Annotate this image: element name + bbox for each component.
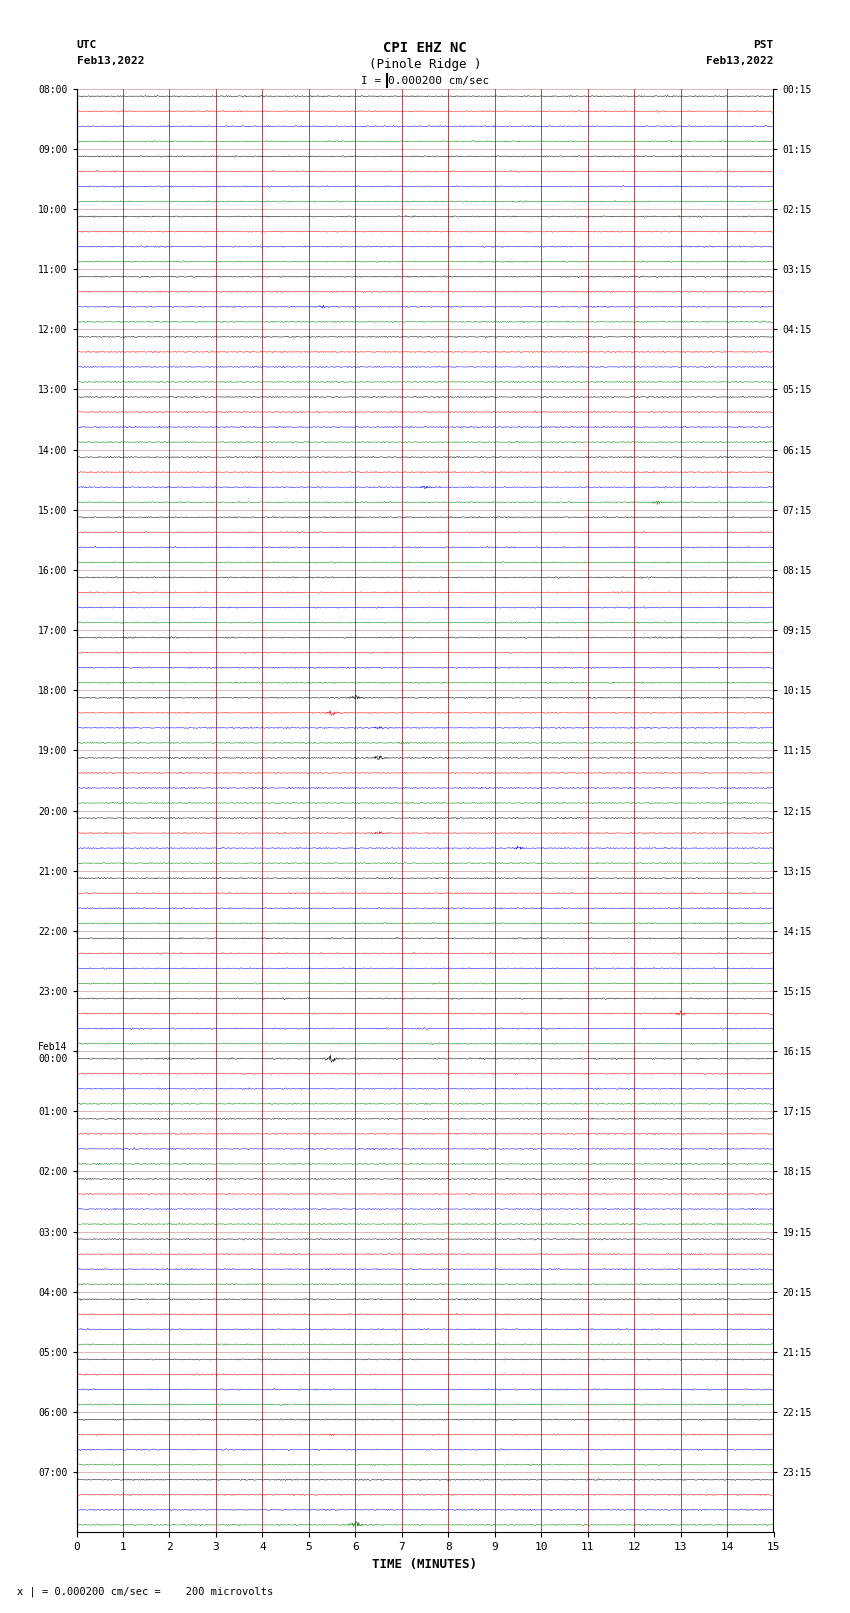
Text: UTC: UTC (76, 40, 97, 50)
Text: CPI EHZ NC: CPI EHZ NC (383, 42, 467, 55)
Text: Feb13,2022: Feb13,2022 (76, 56, 144, 66)
Text: I = 0.000200 cm/sec: I = 0.000200 cm/sec (361, 76, 489, 85)
X-axis label: TIME (MINUTES): TIME (MINUTES) (372, 1558, 478, 1571)
Text: x | = 0.000200 cm/sec =    200 microvolts: x | = 0.000200 cm/sec = 200 microvolts (17, 1587, 273, 1597)
Text: (Pinole Ridge ): (Pinole Ridge ) (369, 58, 481, 71)
Text: PST: PST (753, 40, 774, 50)
Text: Feb13,2022: Feb13,2022 (706, 56, 774, 66)
